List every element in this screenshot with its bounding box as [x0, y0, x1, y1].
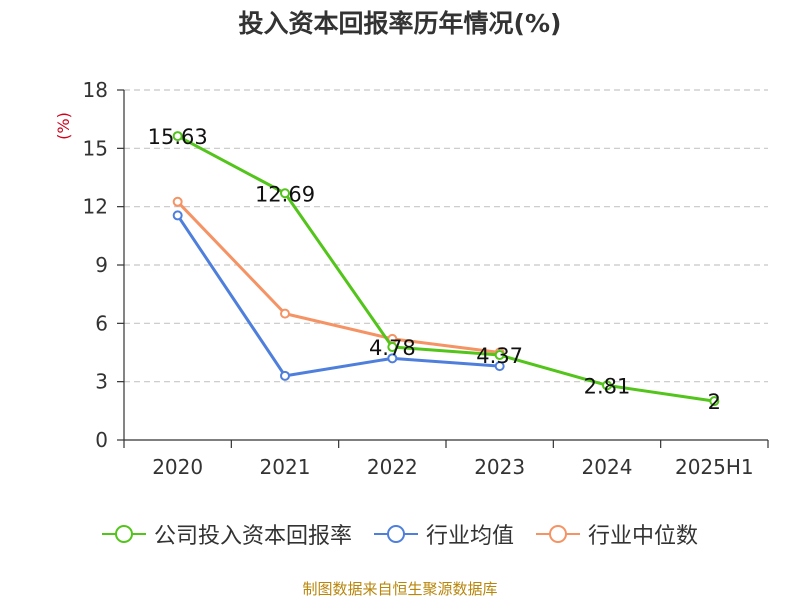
legend: 公司投入资本回报率 行业均值 行业中位数 — [0, 518, 800, 550]
y-tick-label: 12 — [83, 195, 108, 219]
data-point — [387, 353, 398, 364]
data-point — [280, 308, 290, 319]
legend-label: 行业均值 — [425, 524, 514, 549]
series-lines — [172, 131, 720, 407]
data-label: 15.63 — [148, 125, 208, 149]
data-point — [172, 210, 183, 221]
legend-item[interactable]: 行业均值 — [373, 518, 514, 550]
y-tick-label: 18 — [83, 78, 108, 102]
x-tick-label: 2024 — [582, 455, 633, 479]
data-label: 12.69 — [255, 182, 315, 206]
x-tick-label: 2021 — [260, 455, 311, 479]
legend-item[interactable]: 行业中位数 — [536, 518, 698, 550]
y-axis-label: (%) — [54, 112, 73, 140]
data-labels: 15.63 12.69 4.78 4.37 2.81 2 — [148, 125, 721, 414]
x-tick-label: 2023 — [474, 455, 525, 479]
x-tick-label: 2022 — [367, 455, 418, 479]
data-point — [602, 380, 612, 391]
x-tick-label: 2025H1 — [675, 455, 754, 479]
x-tick-label: 2020 — [152, 455, 203, 479]
series-line — [176, 200, 500, 354]
data-point — [172, 131, 183, 142]
legend-item[interactable]: 公司投入资本回报率 — [101, 518, 352, 550]
y-tick-label: 3 — [95, 370, 108, 394]
data-label: 4.78 — [369, 336, 416, 360]
data-point — [494, 361, 505, 372]
data-label: 2.81 — [584, 374, 631, 398]
axes: 0 3 6 9 12 15 18 (%) 2020 2021 2022 2023 2024 2025H1 — [54, 78, 769, 479]
chart-title: 投入资本回报率历年情况(%) — [238, 9, 562, 38]
data-point — [280, 188, 290, 199]
data-point — [172, 196, 183, 207]
series-line — [176, 134, 715, 403]
y-tick-label: 0 — [95, 428, 108, 452]
data-point — [387, 342, 398, 353]
legend-swatch — [536, 525, 580, 543]
data-point — [280, 370, 290, 381]
legend-label: 公司投入资本回报率 — [153, 524, 352, 549]
legend-label: 行业中位数 — [588, 524, 699, 549]
grid-lines — [124, 89, 768, 383]
legend-swatch — [101, 525, 146, 543]
data-label: 2 — [708, 390, 721, 414]
legend-swatch — [373, 525, 418, 543]
y-tick-label: 6 — [95, 311, 108, 335]
source-note: 制图数据来自恒生聚源数据库 — [302, 580, 498, 598]
data-label: 4.37 — [476, 344, 523, 368]
data-point — [494, 350, 505, 361]
y-tick-label: 9 — [95, 253, 108, 277]
y-tick-label: 15 — [83, 136, 108, 160]
series-line — [176, 214, 500, 378]
data-point — [709, 396, 720, 407]
